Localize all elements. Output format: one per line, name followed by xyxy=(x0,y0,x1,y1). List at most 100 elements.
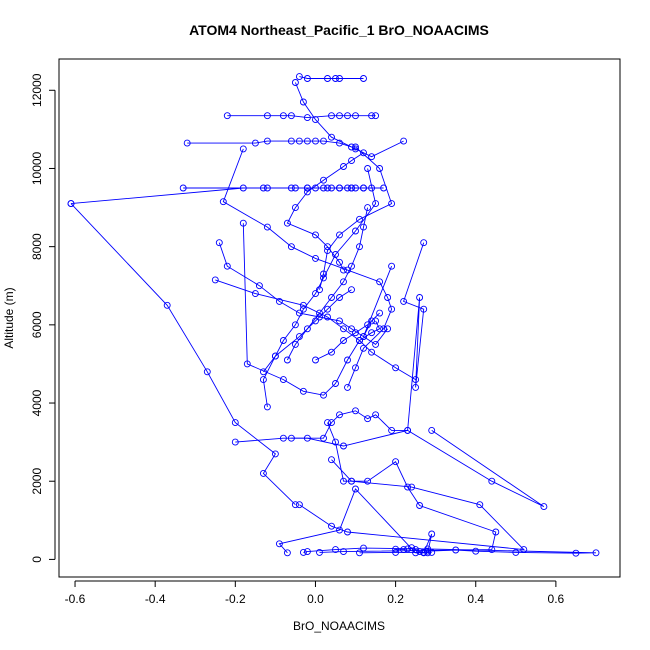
data-point xyxy=(392,364,400,372)
x-tick-label: -0.4 xyxy=(145,592,166,606)
series-line-22 xyxy=(315,266,393,361)
y-tick-label: 4000 xyxy=(30,389,44,416)
data-point xyxy=(388,426,396,434)
data-point xyxy=(344,184,351,192)
data-point xyxy=(348,286,355,294)
data-point xyxy=(287,184,295,192)
y-tick-label: 12000 xyxy=(30,73,44,107)
series-line-5 xyxy=(299,459,525,551)
series-line-7 xyxy=(235,429,545,508)
data-point xyxy=(384,294,392,301)
data-point xyxy=(376,309,384,317)
data-point xyxy=(299,387,307,395)
data-point xyxy=(67,200,75,208)
data-point xyxy=(332,251,339,258)
data-point xyxy=(400,297,408,305)
data-point xyxy=(360,344,367,352)
data-point xyxy=(380,325,388,333)
data-point xyxy=(376,165,384,172)
data-point xyxy=(424,549,432,557)
data-point xyxy=(520,546,528,554)
data-point xyxy=(348,262,355,270)
data-point xyxy=(324,75,331,82)
data-point xyxy=(540,503,548,511)
data-point xyxy=(368,348,376,356)
data-point xyxy=(291,79,299,86)
y-tick-label: 2000 xyxy=(30,468,44,495)
data-point xyxy=(336,294,343,301)
data-point xyxy=(231,419,239,427)
data-point xyxy=(352,145,359,153)
data-point xyxy=(239,219,247,227)
data-point xyxy=(328,456,335,464)
data-point xyxy=(259,469,267,477)
data-point xyxy=(352,485,359,493)
data-point xyxy=(400,137,408,145)
data-point xyxy=(412,549,420,557)
data-point xyxy=(271,352,279,360)
data-point xyxy=(340,548,347,556)
data-point xyxy=(312,231,319,239)
data-point xyxy=(215,239,223,247)
data-point xyxy=(287,137,295,145)
data-point xyxy=(344,383,351,391)
data-point xyxy=(412,383,420,391)
data-point xyxy=(312,356,319,364)
data-point xyxy=(416,294,424,301)
data-point xyxy=(303,137,311,145)
data-point xyxy=(512,548,520,556)
data-point xyxy=(388,305,396,313)
data-point xyxy=(344,112,351,120)
series-line-18 xyxy=(215,279,416,380)
x-axis-label: BrO_NOAACIMS xyxy=(293,619,385,633)
data-point xyxy=(263,112,271,120)
data-point xyxy=(231,438,239,446)
series-line-3 xyxy=(278,488,433,554)
data-point xyxy=(336,258,343,266)
data-point xyxy=(251,290,259,298)
data-point xyxy=(179,184,187,192)
data-point xyxy=(299,98,307,106)
data-point xyxy=(299,548,307,556)
data-point xyxy=(352,112,359,120)
data-layer xyxy=(67,73,600,557)
data-point xyxy=(404,545,412,553)
data-point xyxy=(376,278,384,286)
data-point xyxy=(295,333,303,341)
series-line-15 xyxy=(222,148,393,388)
data-point xyxy=(372,340,380,348)
data-point xyxy=(428,548,436,556)
data-point xyxy=(283,549,291,557)
data-point xyxy=(388,200,396,208)
data-point xyxy=(344,528,351,536)
data-point xyxy=(340,477,347,485)
data-point xyxy=(316,548,323,556)
data-point xyxy=(372,200,380,208)
data-point xyxy=(492,528,500,536)
data-point xyxy=(223,112,231,120)
data-point xyxy=(219,198,227,206)
data-point xyxy=(428,426,436,434)
data-point xyxy=(320,184,327,192)
data-point xyxy=(348,477,355,485)
data-point xyxy=(303,75,311,82)
data-point xyxy=(348,143,355,151)
data-point xyxy=(223,262,231,270)
data-point xyxy=(263,184,271,192)
data-point xyxy=(336,112,343,120)
x-tick-label: -0.6 xyxy=(65,592,86,606)
data-point xyxy=(312,290,319,298)
data-point xyxy=(287,434,295,442)
data-point xyxy=(332,380,339,387)
series-line-1 xyxy=(303,547,597,554)
data-point xyxy=(295,73,303,81)
data-point xyxy=(279,376,287,384)
data-point xyxy=(271,450,279,458)
data-point xyxy=(324,419,331,427)
x-tick-label: 0.2 xyxy=(387,592,404,606)
data-point xyxy=(352,143,359,151)
data-point xyxy=(400,546,408,554)
data-point xyxy=(255,282,263,290)
data-point xyxy=(572,549,580,557)
data-point xyxy=(291,501,299,509)
